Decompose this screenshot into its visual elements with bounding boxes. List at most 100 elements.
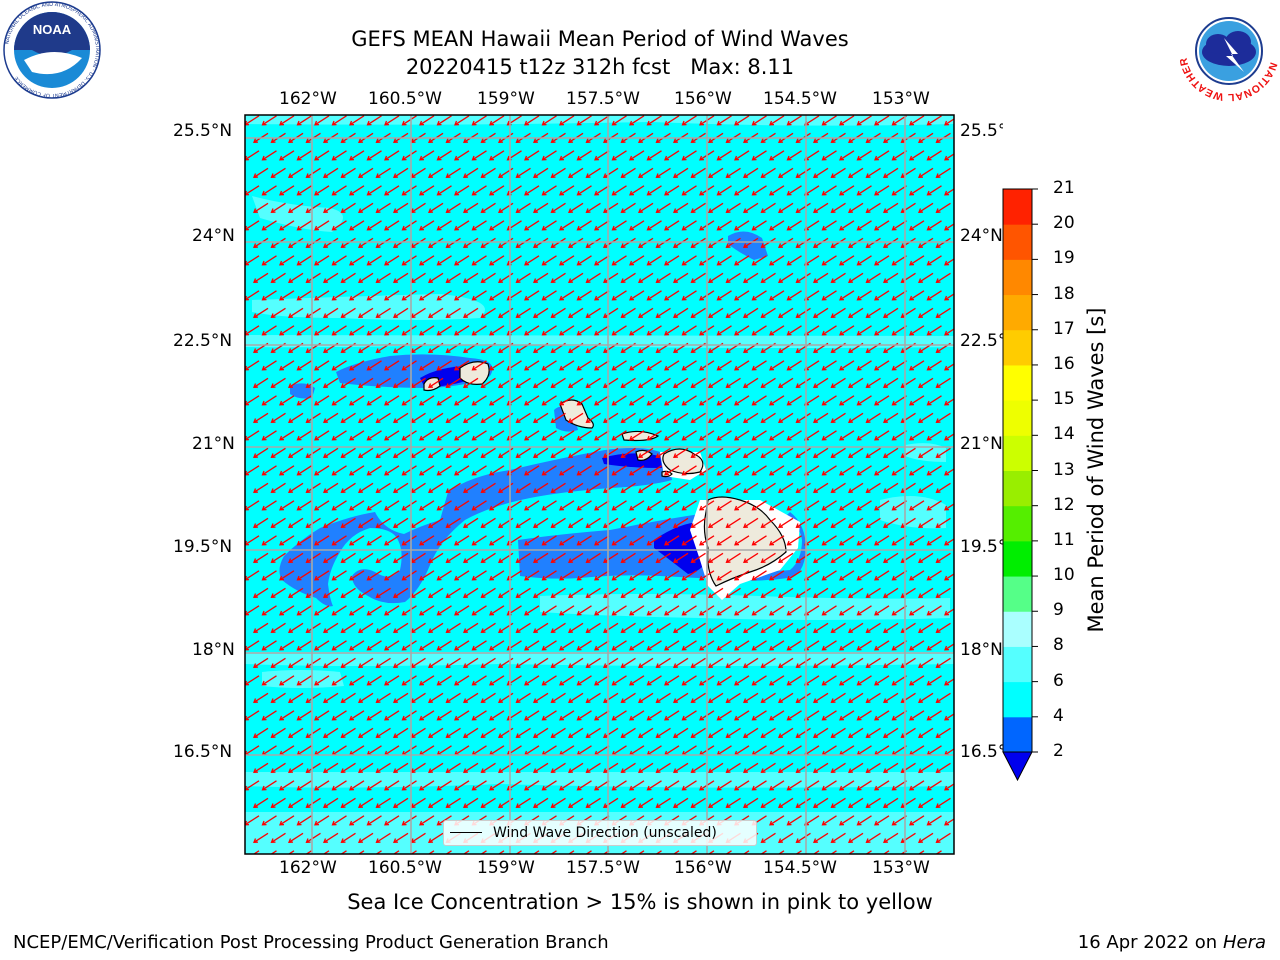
wind-wave-arrow [349,570,365,581]
lat-label-right: 21°N [960,434,1003,454]
wind-wave-arrow [690,517,706,528]
wind-wave-arrow [830,272,846,283]
wind-wave-arrow [245,430,260,441]
noaa-logo: NOAA NATIONAL OCEANIC AND ATMOSPHERIC AD… [3,1,101,99]
lon-label-bottom: 162°W [279,858,337,878]
wind-wave-arrow [664,185,680,196]
wind-wave-arrow [655,727,671,738]
wind-wave-arrow [874,360,890,371]
wind-wave-arrow [401,185,417,196]
wind-wave-arrow [585,447,601,458]
wind-wave-arrow [454,605,470,616]
legend-line-sample [450,832,482,833]
wind-wave-arrow [743,762,759,773]
wind-wave-arrow [419,185,435,196]
wind-wave-arrow [349,640,365,651]
wind-wave-arrow [769,535,785,546]
lat-label-left: 18°N [192,640,235,660]
wind-wave-arrow [638,552,654,563]
map-frame [244,114,955,855]
wind-wave-arrow [261,185,277,196]
wind-wave-arrow [848,692,864,703]
wind-wave-arrow [638,797,654,808]
wind-wave-arrow [935,447,951,458]
wind-wave-arrow [865,797,881,808]
national-weather-service-logo: NATIONAL WEATHER SERVICE [1178,0,1279,102]
wind-wave-arrow [620,762,636,773]
wind-wave-arrow [541,290,557,301]
wind-wave-arrow [463,657,479,668]
wind-wave-arrow [900,412,916,423]
wind-wave-arrow [778,482,794,493]
wind-wave-arrow [454,115,470,126]
wind-wave-arrow [611,360,627,371]
wind-wave-arrow [865,832,881,843]
wind-wave-arrow [760,552,776,563]
wind-wave-arrow [401,500,417,511]
wind-wave-arrow [629,465,645,476]
wind-wave-arrow [918,762,934,773]
wind-wave-arrow [541,430,557,441]
wind-wave-arrow [734,360,750,371]
wind-wave-arrow [813,797,829,808]
wind-wave-arrow [839,360,855,371]
wind-wave-arrow [428,412,444,423]
wind-wave-arrow [524,360,540,371]
wind-wave-arrow [830,727,846,738]
wind-wave-arrow [909,185,925,196]
wind-wave-arrow [725,482,741,493]
wind-wave-arrow [821,115,837,126]
colorbar-segment [1003,329,1032,366]
footer-date: 16 Apr 2022 on Hera [1078,932,1266,953]
wind-wave-arrow [830,307,846,318]
wind-wave-arrow [428,447,444,458]
wind-wave-arrow [786,780,802,791]
wind-wave-arrow [559,465,575,476]
wind-wave-arrow [463,272,479,283]
wind-wave-arrow [471,220,487,231]
wind-wave-arrow [550,692,566,703]
wind-wave-arrow [314,185,330,196]
wind-wave-arrow [340,517,356,528]
wind-wave-arrow [778,517,794,528]
wind-wave-arrow [445,622,461,633]
wind-wave-arrow [681,640,697,651]
wind-wave-arrow [296,360,312,371]
wind-wave-arrow [541,150,557,161]
wind-wave-arrow [463,762,479,773]
wind-wave-arrow [576,115,592,126]
wind-wave-arrow [261,360,277,371]
wind-wave-arrow [594,150,610,161]
wind-wave-arrow [847,850,855,854]
wind-wave-arrow [366,395,382,406]
wind-wave-arrow [813,622,829,633]
wind-wave-arrow [533,762,549,773]
wind-wave-arrow [883,482,899,493]
wind-wave-arrow [673,272,689,283]
wind-wave-arrow [419,325,435,336]
wind-wave-arrow [314,220,330,231]
wind-wave-arrow [340,307,356,318]
wind-wave-arrow [865,447,881,458]
wind-wave-arrow [716,465,732,476]
wind-wave-arrow [428,587,444,598]
wind-wave-arrow [839,640,855,651]
wind-wave-arrow [279,710,295,721]
wind-wave-arrow [541,325,557,336]
wind-wave-arrow [725,657,741,668]
wind-wave-arrow [559,675,575,686]
niihau-island [423,377,441,392]
wind-wave-arrow [550,622,566,633]
wind-wave-arrow [480,377,496,388]
wind-wave-arrow [769,815,785,826]
wind-wave-arrow [839,570,855,581]
wind-wave-arrow [708,762,724,773]
wind-wave-arrow [445,272,461,283]
wind-wave-arrow [673,517,689,528]
wind-wave-arrow [419,815,435,826]
wind-wave-arrow [314,290,330,301]
wind-wave-arrow [288,797,304,808]
colorbar-under-extension [1002,751,1033,782]
wind-wave-arrow [261,325,277,336]
wind-wave-arrow [366,325,382,336]
